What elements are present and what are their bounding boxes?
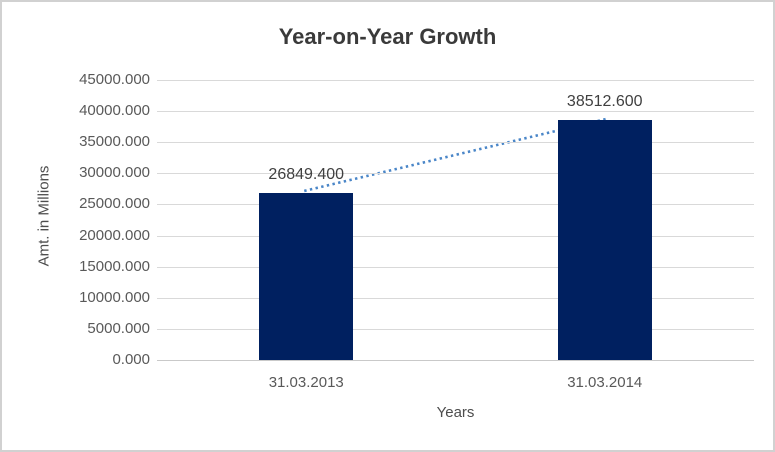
gridline [157,142,754,144]
bar [557,120,652,360]
y-axis-tick-label: 35000.000 [79,133,150,151]
y-axis-tick-label: 40000.000 [79,102,150,120]
gridline [157,297,754,299]
x-axis-title: Years [436,404,475,421]
x-axis-tick-label: 31.03.2014 [567,374,643,391]
data-label: 26849.400 [268,165,345,183]
y-axis-tick-label: 20000.000 [79,226,150,244]
gridline [157,266,754,268]
chart-title: Year-on-Year Growth [278,24,497,49]
y-axis-tick-label: 15000.000 [79,257,150,275]
x-axis-tick-label: 31.03.2013 [268,374,344,391]
gridline [157,173,754,175]
gridline [157,235,754,237]
y-axis-tick-label: 5000.000 [87,319,150,337]
y-axis-tick-label: 10000.000 [79,288,150,306]
gridline [157,80,754,81]
y-axis-tick-label: 45000.000 [79,71,150,88]
data-label: 38512.600 [566,93,643,111]
x-axis-line [157,360,754,361]
y-axis-tick-label: 25000.000 [79,195,150,213]
y-axis-tick-label: 0.000 [112,351,150,368]
bar [259,192,354,360]
y-axis-tick-label: 30000.000 [79,164,150,182]
gridline [157,328,754,330]
gridline [157,111,754,113]
gridline [157,204,754,206]
